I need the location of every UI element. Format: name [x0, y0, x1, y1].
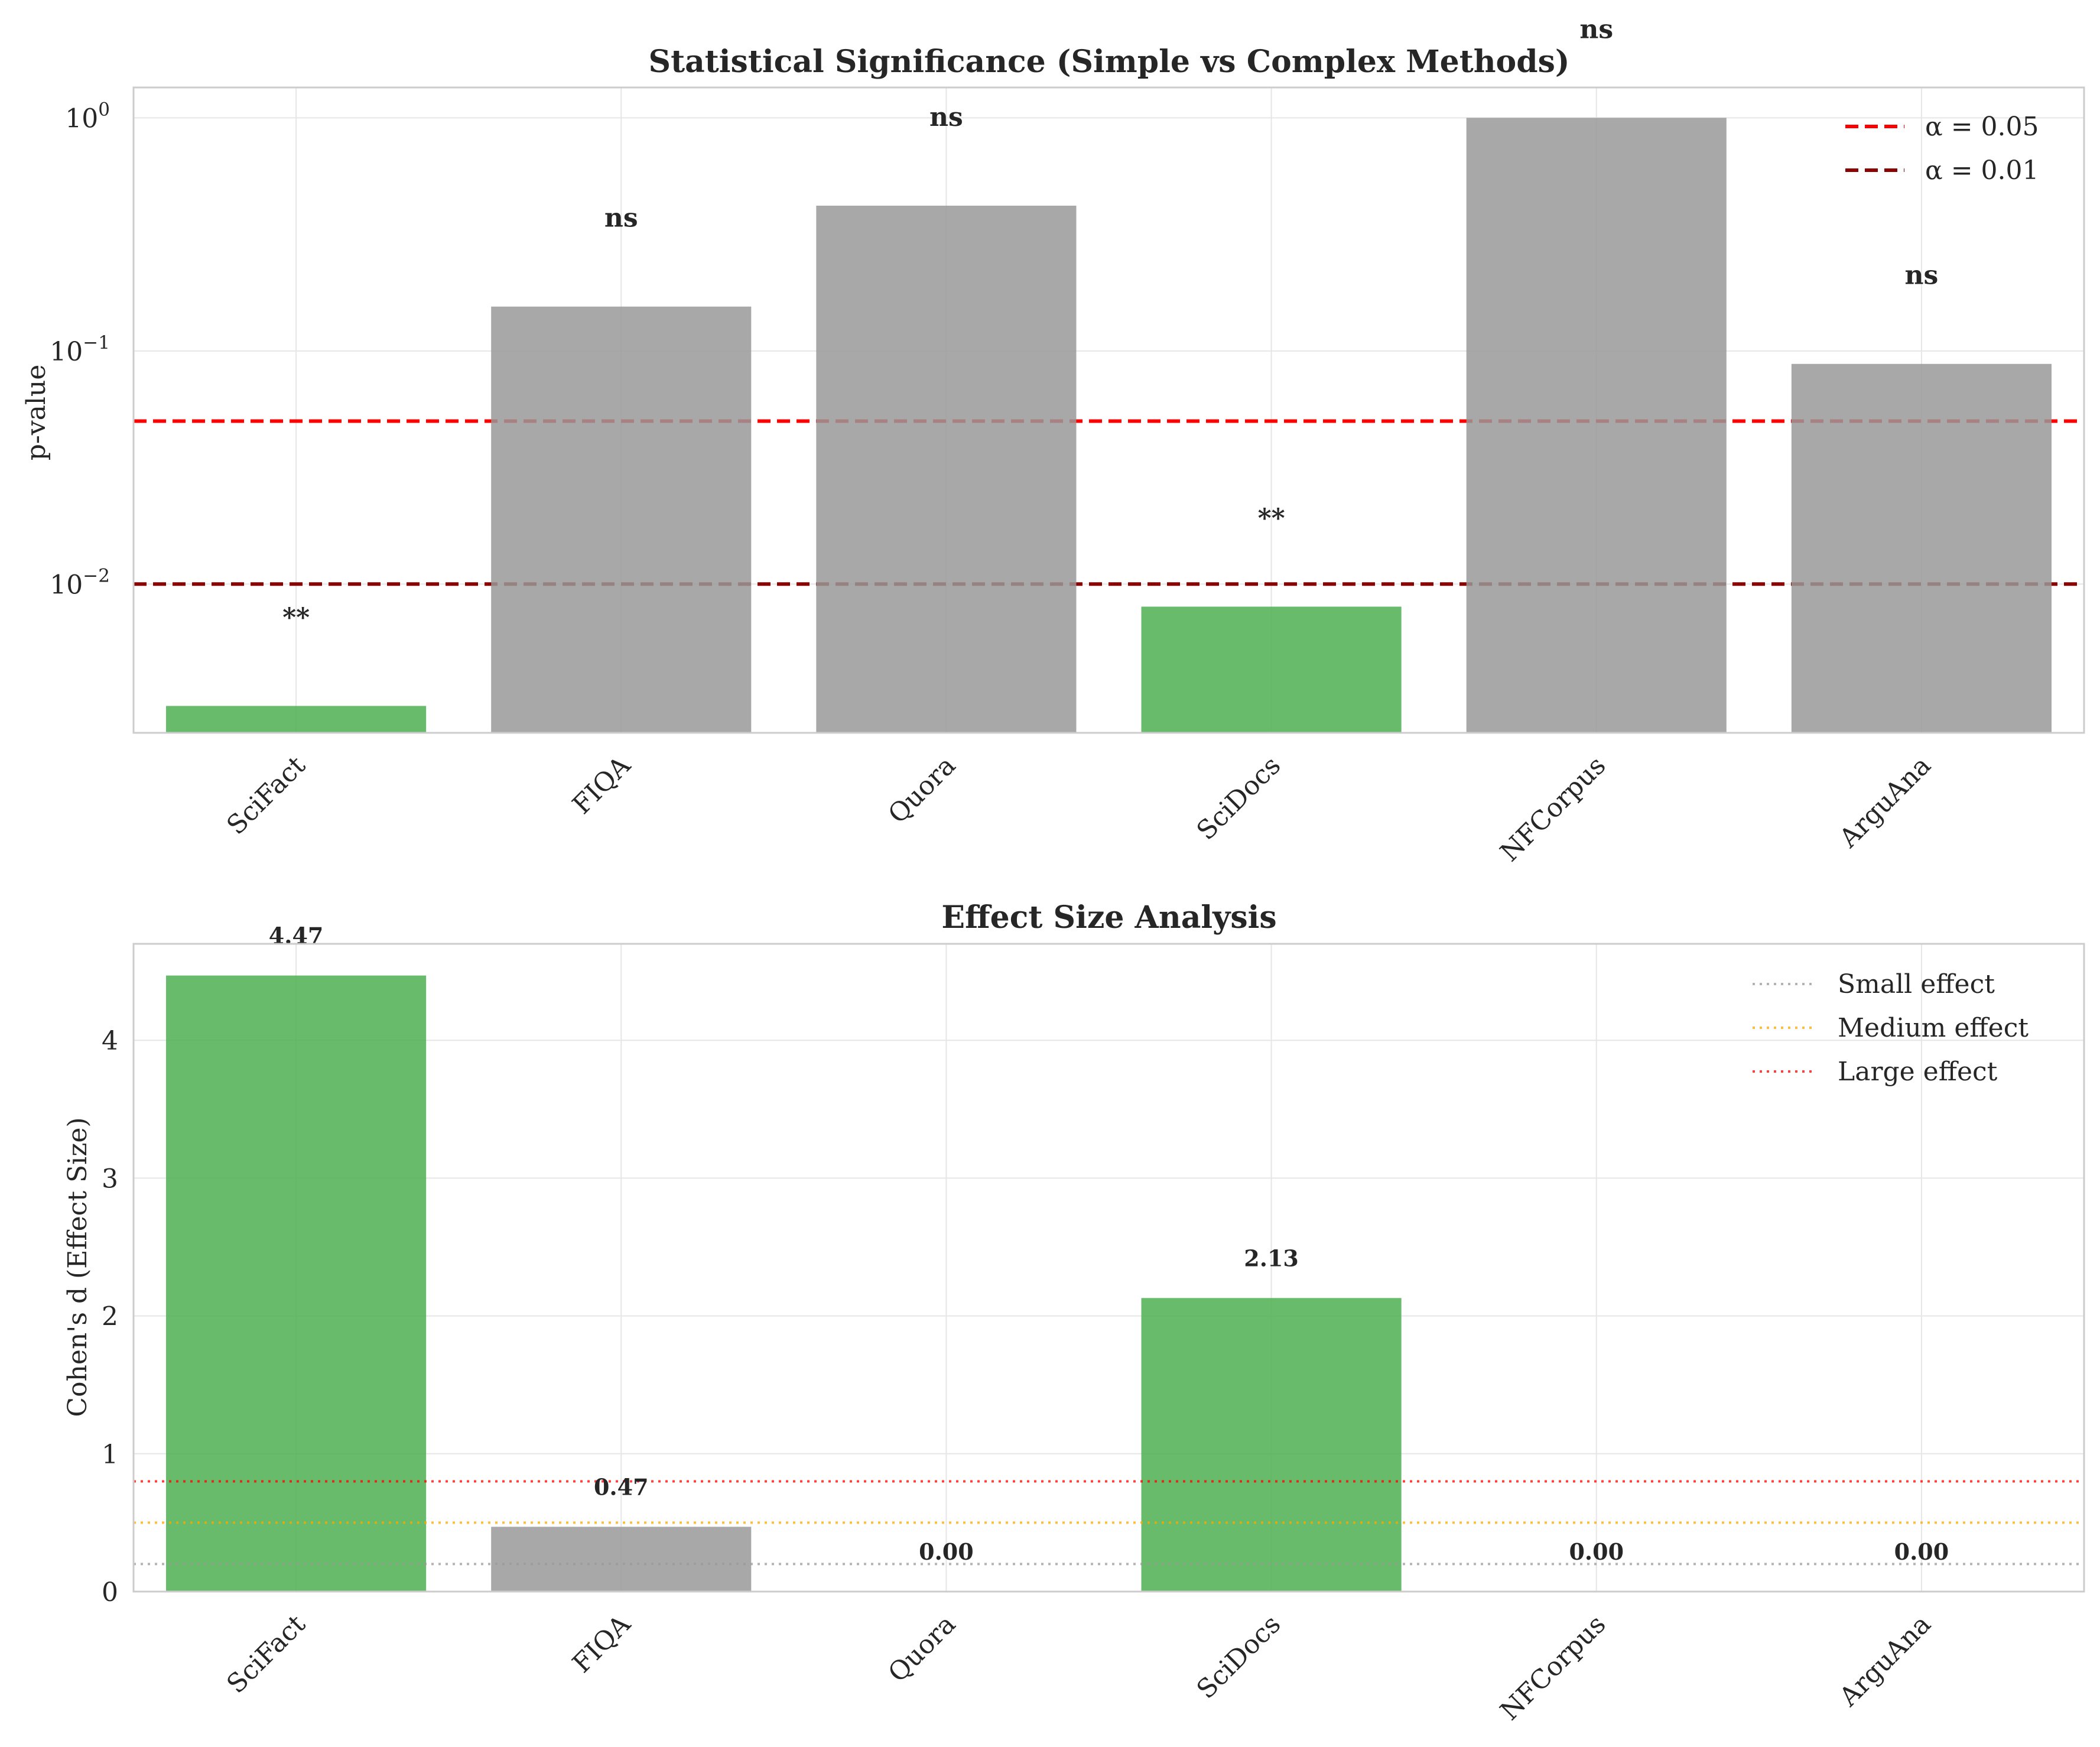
pvalue-plot-frame [132, 86, 2085, 734]
pvalue-annotation: ns [1579, 14, 1613, 44]
pvalue-bar-nfcorpus [1466, 118, 1727, 733]
effect-size-y-axis-label: Cohen's d (Effect Size) [63, 1117, 93, 1417]
pvalue-legend-label: α = 0.05 [1925, 112, 2039, 142]
effect-value-label: 4.47 [269, 923, 324, 949]
pvalue-annotation: ns [604, 203, 638, 233]
pvalue-y-tick-label: 10−1 [50, 332, 110, 367]
pvalue-x-tick-label: SciDocs [1191, 751, 1287, 846]
effect-x-tick-label: ArguAna [1834, 1609, 1937, 1713]
effect-value-label: 0.00 [1894, 1538, 1949, 1565]
effect-size-bars [166, 975, 1402, 1592]
effect-size-legend: Small effect Medium effect Large effect [1753, 969, 2029, 1087]
effect-y-tick-label: 3 [102, 1164, 118, 1194]
pvalue-x-tick-label: Quora [882, 751, 961, 830]
effect-size-plot-frame [132, 943, 2085, 1593]
pvalue-chart-title: Statistical Significance (Simple vs Comp… [649, 44, 1570, 80]
effect-x-tick-label: NFCorpus [1494, 1609, 1611, 1726]
pvalue-bar-scidocs [1141, 606, 1402, 733]
pvalue-bars [166, 118, 2052, 733]
effect-value-label: 0.47 [594, 1473, 649, 1500]
effect-bar-scidocs [1141, 1298, 1402, 1592]
pvalue-annotation: ** [282, 602, 310, 632]
effect-y-tick-label: 1 [102, 1440, 118, 1470]
effect-legend-label: Medium effect [1838, 1013, 2029, 1043]
effect-legend-label: Large effect [1838, 1057, 1998, 1087]
effect-bar-scifact [166, 975, 427, 1592]
effect-value-label: 0.00 [1569, 1538, 1624, 1565]
pvalue-y-tick-label: 10−2 [50, 565, 110, 600]
pvalue-bar-quora [816, 206, 1077, 733]
effect-x-tick-label: Quora [882, 1609, 961, 1688]
pvalue-y-axis-label: p-value [21, 365, 51, 461]
pvalue-bar-fiqa [491, 306, 752, 733]
effect-size-chart: Effect Size Analysis Cohen's d (Effect S… [63, 900, 2085, 1726]
effect-bar-fiqa [491, 1527, 752, 1592]
pvalue-reference-lines [134, 419, 2084, 586]
effect-y-tick-label: 2 [102, 1302, 118, 1332]
pvalue-x-tick-label: NFCorpus [1494, 751, 1611, 868]
pvalue-bar-arguana [1791, 363, 2052, 733]
effect-size-x-ticks: SciFact FIQA Quora SciDocs NFCorpus ArguAna [221, 1609, 1937, 1726]
pvalue-x-tick-label: FIQA [567, 750, 637, 820]
pvalue-legend: α = 0.05 α = 0.01 [1845, 112, 2039, 186]
effect-value-label: 0.00 [919, 1538, 974, 1565]
pvalue-x-tick-label: SciFact [221, 750, 311, 840]
pvalue-annotations: ** ns ns ** ns ns [282, 14, 1938, 632]
pvalue-annotation: ns [929, 102, 963, 132]
pvalue-y-ticks: 10−2 10−1 100 [50, 99, 110, 600]
effect-size-reference-lines [134, 1480, 2084, 1566]
pvalue-y-tick-label: 100 [65, 99, 110, 134]
pvalue-x-tick-label: ArguAna [1834, 751, 1937, 854]
pvalue-annotation: ** [1258, 503, 1285, 533]
effect-y-tick-label: 4 [102, 1026, 118, 1056]
effect-x-tick-label: FIQA [567, 1609, 637, 1679]
pvalue-chart: Statistical Significance (Simple vs Comp… [21, 14, 2085, 868]
effect-size-value-labels: 4.47 0.47 0.00 2.13 0.00 0.00 [269, 923, 1949, 1565]
effect-x-tick-label: SciDocs [1191, 1609, 1287, 1705]
pvalue-annotation: ns [1905, 261, 1939, 291]
effect-legend-label: Small effect [1838, 969, 1995, 999]
effect-size-chart-title: Effect Size Analysis [941, 900, 1276, 936]
effect-value-label: 2.13 [1244, 1245, 1299, 1271]
effect-x-tick-label: SciFact [221, 1609, 311, 1699]
pvalue-bar-scifact [166, 706, 427, 733]
pvalue-legend-label: α = 0.01 [1925, 155, 2039, 186]
pvalue-x-ticks: SciFact FIQA Quora SciDocs NFCorpus ArguAna [221, 750, 1937, 868]
effect-size-y-ticks: 0 1 2 3 4 [102, 1026, 118, 1608]
effect-y-tick-label: 0 [102, 1577, 118, 1608]
